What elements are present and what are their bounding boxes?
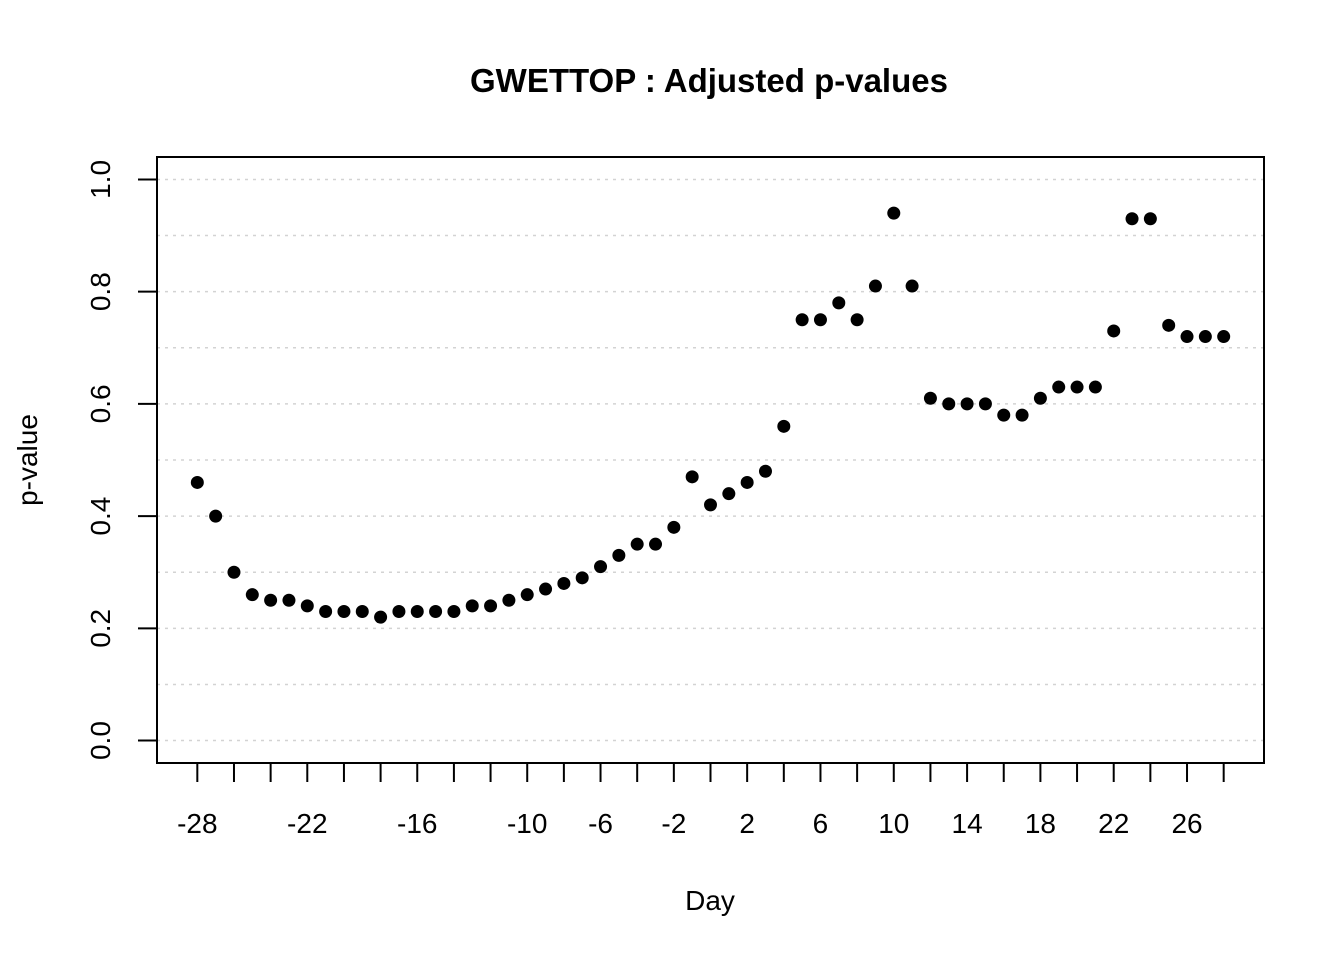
data-point [813, 313, 827, 327]
data-point [942, 397, 956, 411]
x-tick-label: -16 [397, 808, 437, 839]
x-tick-label: 2 [739, 808, 755, 839]
data-point [630, 537, 644, 551]
x-tick-label: 26 [1171, 808, 1202, 839]
data-point [264, 593, 278, 607]
data-point [1162, 318, 1176, 332]
data-point [997, 408, 1011, 422]
x-tick-label: -28 [177, 808, 217, 839]
data-point [227, 565, 241, 579]
data-point [502, 593, 516, 607]
y-tick-label: 0.6 [85, 384, 116, 423]
data-point [777, 419, 791, 433]
data-point [978, 397, 992, 411]
y-tick-label: 0.8 [85, 272, 116, 311]
data-point [1198, 330, 1212, 344]
data-point [447, 605, 461, 618]
data-point [649, 537, 663, 551]
x-axis: -28 -22 -16 -10 -6 -2 2 6 10 14 18 22 26 [177, 762, 1225, 839]
data-point [1070, 380, 1084, 394]
data-point [960, 397, 974, 411]
data-point [795, 313, 809, 327]
data-point [465, 599, 479, 613]
data-point [300, 599, 314, 613]
x-axis-label: Day [685, 885, 735, 916]
data-point [392, 605, 406, 618]
data-point [667, 520, 681, 534]
data-point [355, 605, 369, 618]
grid-lines [157, 178, 1264, 742]
data-point [722, 487, 736, 501]
x-tick-label: 22 [1098, 808, 1129, 839]
x-tick-label: -22 [287, 808, 327, 839]
data-point [1088, 380, 1102, 394]
data-point [520, 588, 534, 602]
data-point [740, 475, 754, 489]
data-point [887, 206, 901, 220]
data-point [429, 605, 443, 618]
data-point [557, 576, 571, 590]
y-tick-label: 0.0 [85, 721, 116, 760]
data-point [832, 296, 846, 310]
x-tick-label: 18 [1025, 808, 1056, 839]
data-point [1217, 330, 1231, 344]
data-point [337, 605, 351, 618]
data-point [704, 498, 717, 512]
x-tick-label: -2 [661, 808, 686, 839]
data-point [1180, 330, 1194, 344]
data-point [594, 560, 608, 574]
data-point [1143, 212, 1157, 226]
data-point [1033, 391, 1047, 405]
data-point [1107, 324, 1121, 338]
data-point [410, 605, 424, 618]
data-point [245, 588, 259, 602]
y-axis: 0.0 0.2 0.4 0.6 0.8 1.0 [85, 160, 158, 760]
y-axis-label: p-value [12, 414, 43, 506]
data-point [612, 548, 626, 562]
y-tick-label: 1.0 [85, 160, 116, 199]
data-point [484, 599, 498, 613]
x-tick-label: 14 [952, 808, 983, 839]
chart-title: GWETTOP : Adjusted p-values [470, 62, 948, 99]
data-point [1125, 212, 1139, 226]
data-point [685, 470, 699, 484]
y-tick-label: 0.2 [85, 609, 116, 648]
data-point [1052, 380, 1066, 394]
data-point [868, 279, 882, 293]
y-tick-label: 0.4 [85, 497, 116, 536]
x-tick-label: 10 [878, 808, 909, 839]
data-point [575, 571, 589, 585]
data-point [319, 605, 333, 618]
data-point [923, 391, 937, 405]
x-tick-label: 6 [813, 808, 829, 839]
data-point [758, 464, 772, 478]
data-point [209, 509, 223, 523]
x-tick-label: -10 [507, 808, 547, 839]
data-point [282, 593, 296, 607]
data-point [1015, 408, 1029, 422]
data-point [850, 313, 864, 327]
data-point [374, 610, 388, 624]
data-point [905, 279, 919, 293]
data-point [539, 582, 553, 596]
data-points [190, 206, 1231, 624]
x-tick-label: -6 [588, 808, 613, 839]
data-point [190, 475, 204, 489]
